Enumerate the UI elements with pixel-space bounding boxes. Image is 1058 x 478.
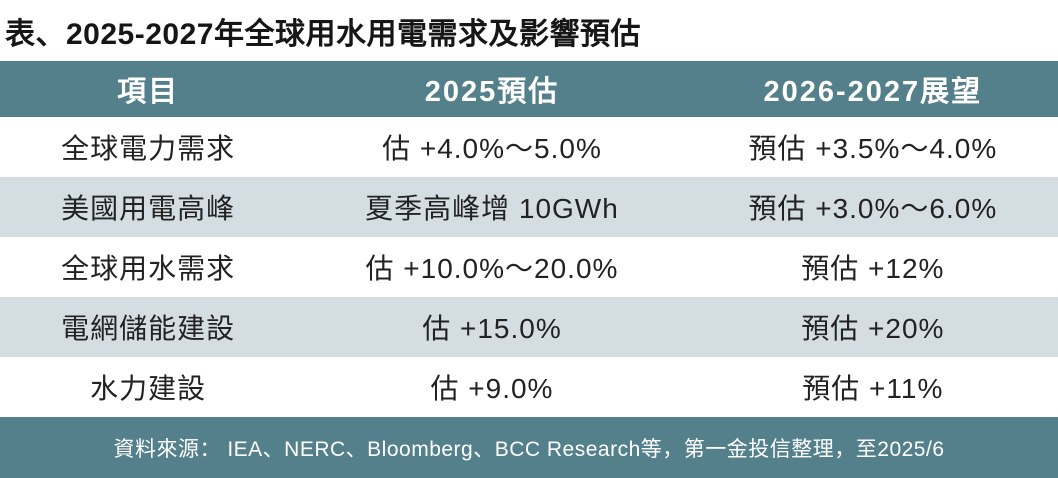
cell-item: 全球用水需求 <box>0 237 297 297</box>
table-row: 美國用電高峰 夏季高峰增 10GWh 預估 +3.0%～6.0% <box>0 177 1058 237</box>
table-header-row: 項目 2025預估 2026-2027展望 <box>0 61 1058 117</box>
cell-2025-estimate: 估 +9.0% <box>296 357 688 417</box>
cell-2026-2027-outlook: 預估 +20% <box>687 297 1058 357</box>
table-row: 水力建設 估 +9.0% 預估 +11% <box>0 357 1058 417</box>
column-header-item: 項目 <box>0 61 297 117</box>
table-row: 電網儲能建設 估 +15.0% 預估 +20% <box>0 297 1058 357</box>
table-row: 全球用水需求 估 +10.0%～20.0% 預估 +12% <box>0 237 1058 297</box>
column-header-2025-estimate: 2025預估 <box>296 61 688 117</box>
cell-2025-estimate: 估 +15.0% <box>296 297 688 357</box>
cell-2026-2027-outlook: 預估 +3.5%～4.0% <box>687 117 1058 177</box>
cell-2026-2027-outlook: 預估 +11% <box>687 357 1058 417</box>
cell-2025-estimate: 估 +4.0%～5.0% <box>296 117 688 177</box>
source-note: 資料來源： IEA、NERC、Bloomberg、BCC Research等，第… <box>0 417 1058 478</box>
cell-2026-2027-outlook: 預估 +3.0%～6.0% <box>687 177 1058 237</box>
cell-2025-estimate: 夏季高峰增 10GWh <box>296 177 688 237</box>
cell-2025-estimate: 估 +10.0%～20.0% <box>296 237 688 297</box>
cell-item: 美國用電高峰 <box>0 177 297 237</box>
cell-item: 電網儲能建設 <box>0 297 297 357</box>
table-row: 全球電力需求 估 +4.0%～5.0% 預估 +3.5%～4.0% <box>0 117 1058 177</box>
forecast-table: 項目 2025預估 2026-2027展望 全球電力需求 估 +4.0%～5.0… <box>0 61 1058 417</box>
page-title: 表、2025-2027年全球用水用電需求及影響預估 <box>5 17 641 51</box>
cell-2026-2027-outlook: 預估 +12% <box>687 237 1058 297</box>
cell-item: 水力建設 <box>0 357 297 417</box>
cell-item: 全球電力需求 <box>0 117 297 177</box>
column-header-2026-2027-outlook: 2026-2027展望 <box>687 61 1058 117</box>
